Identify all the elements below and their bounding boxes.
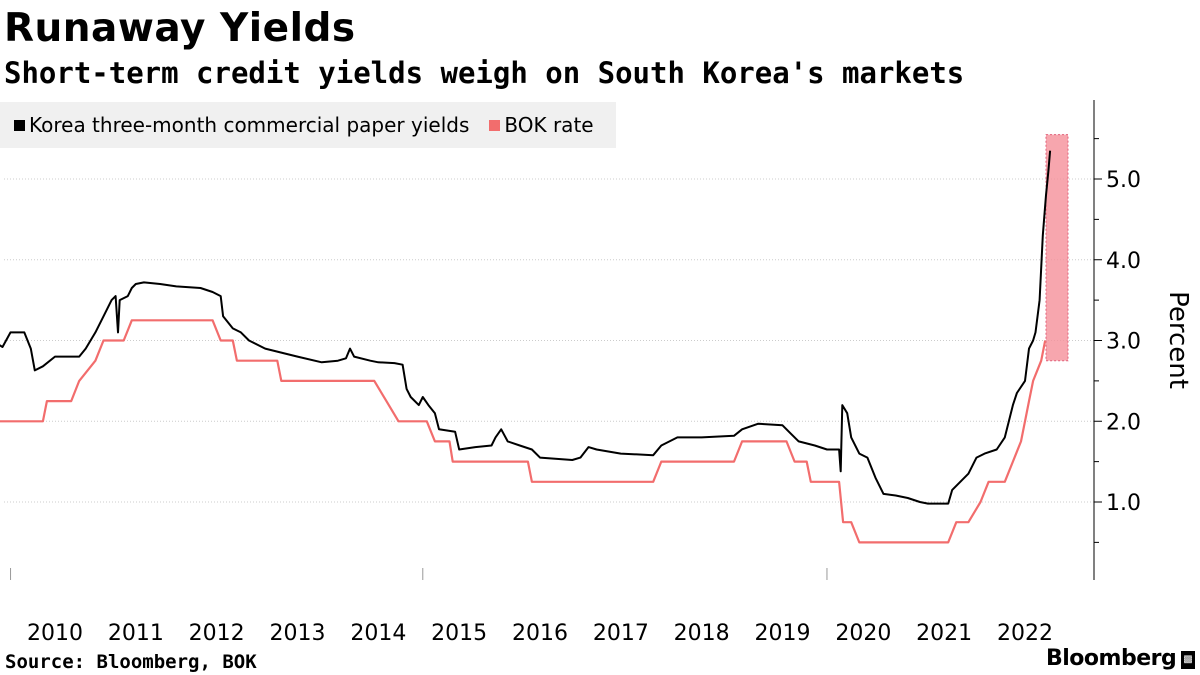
series-line-cp-yield	[0, 150, 1052, 505]
x-tick-label-2020: 2020	[835, 621, 891, 646]
y-tick-label-2: 3.0	[1106, 330, 1141, 355]
source-note: Source: Bloomberg, BOK	[5, 651, 257, 673]
legend-swatch-cp	[14, 119, 25, 131]
series-line-bok-rate	[0, 319, 1047, 544]
x-tick-label-2019: 2019	[755, 621, 811, 646]
y-axis-title: Percent	[1163, 291, 1193, 389]
x-tick-label-2013: 2013	[270, 621, 326, 646]
y-tick-label-0: 1.0	[1106, 491, 1141, 516]
brand-logo-text: Bloomberg	[1046, 646, 1177, 671]
x-tick-label-2018: 2018	[674, 621, 730, 646]
legend: Korea three-month commercial paper yield…	[0, 102, 616, 148]
y-tick-label-4: 5.0	[1106, 168, 1141, 193]
x-tick-label-2017: 2017	[593, 621, 649, 646]
chart-subtitle: Short-term credit yields weigh on South …	[4, 56, 965, 90]
legend-label-bok: BOK rate	[504, 113, 594, 137]
x-tick-label-2021: 2021	[916, 621, 972, 646]
legend-item-bok: BOK rate	[489, 113, 594, 137]
highlight-box	[1045, 134, 1069, 362]
x-tick-label-2016: 2016	[512, 621, 568, 646]
y-tick-label-3: 4.0	[1106, 249, 1141, 274]
legend-swatch-bok	[489, 119, 501, 131]
chart-title: Runaway Yields	[4, 6, 356, 51]
legend-label-cp: Korea three-month commercial paper yield…	[29, 113, 470, 137]
x-tick-label-2014: 2014	[350, 621, 406, 646]
x-tick-label-2011: 2011	[108, 621, 164, 646]
x-tick-label-2012: 2012	[189, 621, 245, 646]
x-tick-label-2015: 2015	[431, 621, 487, 646]
legend-item-cp: Korea three-month commercial paper yield…	[14, 113, 469, 137]
y-tick-label-1: 2.0	[1106, 410, 1141, 435]
brand-mark-icon: ▩	[1181, 651, 1195, 669]
x-tick-label-2010: 2010	[27, 621, 83, 646]
x-tick-label-2022: 2022	[997, 621, 1053, 646]
